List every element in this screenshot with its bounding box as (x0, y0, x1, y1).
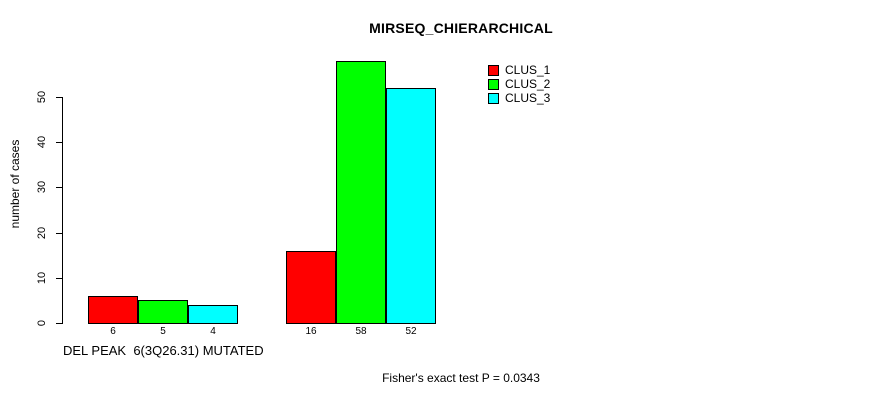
y-tick-label: 10 (36, 271, 48, 284)
y-tick-mark (56, 232, 62, 234)
y-tick-mark (56, 323, 62, 324)
y-tick-mark (56, 142, 62, 144)
legend-label: CLUS_2 (505, 77, 551, 91)
bar-value-label: 5 (160, 326, 166, 337)
x-axis-label: DEL PEAK 6(3Q26.31) MUTATED (63, 343, 264, 358)
chart-title: MIRSEQ_CHIERARCHICAL (369, 20, 553, 36)
y-tick-mark (56, 97, 62, 98)
legend-swatch-icon (488, 64, 499, 76)
legend-swatch-icon (488, 78, 499, 90)
bar-value-label: 4 (210, 326, 216, 337)
y-axis-line (62, 97, 63, 324)
y-tick-label: 40 (36, 136, 48, 149)
legend-item-clus_1: CLUS_1 (488, 63, 550, 77)
legend-swatch-icon (488, 92, 499, 104)
legend-label: CLUS_1 (505, 63, 551, 77)
legend: CLUS_1 CLUS_2 CLUS_3 (488, 63, 550, 105)
bar-clus_1-group2 (286, 251, 336, 324)
bar-clus_1-group1 (88, 296, 138, 324)
bar-value-label: 58 (355, 326, 367, 337)
y-tick-label: 0 (36, 319, 48, 327)
bar-clus_2-group2 (336, 61, 386, 324)
bar-value-label: 6 (110, 326, 116, 337)
y-axis-title-text: number of cases (8, 139, 22, 229)
y-tick-mark (56, 187, 62, 189)
legend-label: CLUS_3 (505, 91, 551, 105)
bar-clus_3-group1 (188, 305, 238, 324)
legend-item-clus_3: CLUS_3 (488, 91, 550, 105)
bar-value-label: 16 (305, 326, 317, 337)
bar-clus_3-group2 (386, 88, 436, 324)
y-tick-label: 50 (36, 90, 48, 104)
y-tick-mark (56, 277, 62, 279)
footnote-fisher-test: Fisher's exact test P = 0.0343 (382, 371, 540, 385)
y-tick-label: 20 (36, 226, 48, 239)
legend-item-clus_2: CLUS_2 (488, 77, 550, 91)
bar-value-label: 52 (405, 326, 417, 337)
y-tick-label: 30 (36, 181, 48, 194)
bar-clus_2-group1 (138, 300, 188, 324)
